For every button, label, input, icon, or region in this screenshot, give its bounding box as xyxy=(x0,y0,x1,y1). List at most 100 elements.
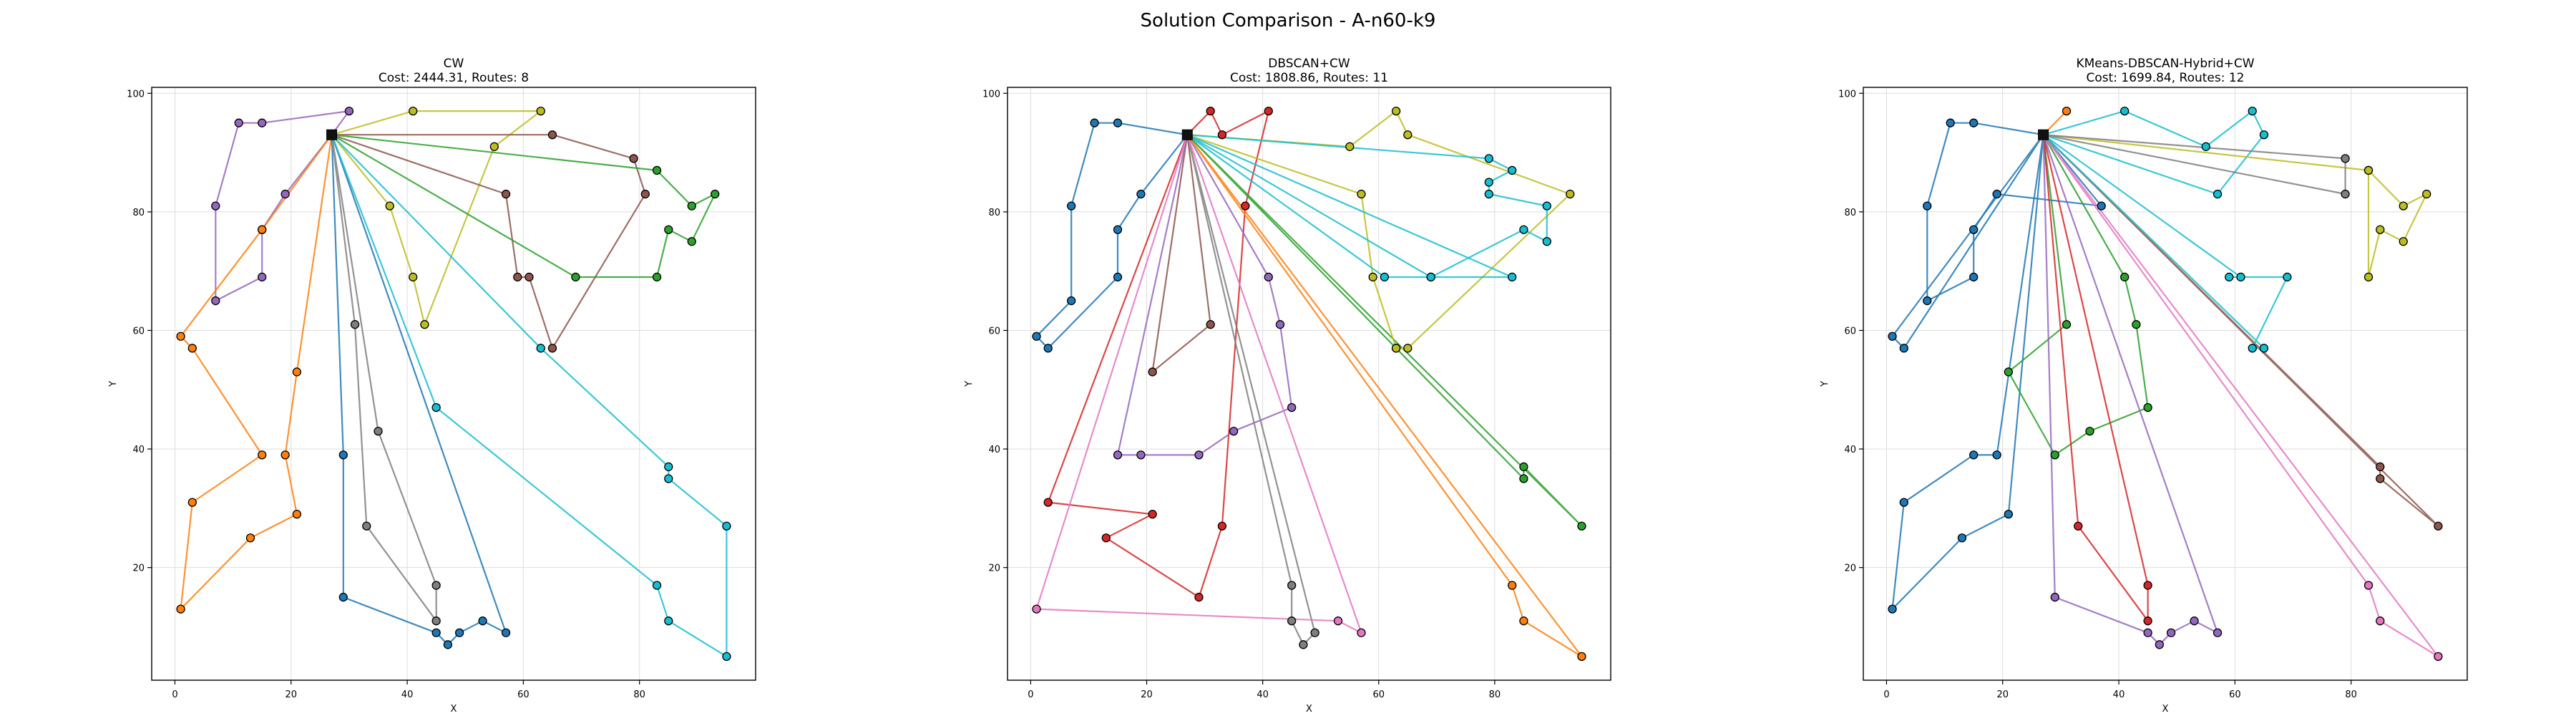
y-tick-label: 40 xyxy=(1844,445,1856,455)
x-axis-label: X xyxy=(451,704,457,715)
customer-point xyxy=(2190,616,2199,626)
y-tick-label: 100 xyxy=(982,89,1000,100)
y-tick-label: 20 xyxy=(132,563,145,574)
customer-point xyxy=(176,332,185,341)
customer-point xyxy=(2225,272,2234,282)
customer-point xyxy=(2236,272,2245,282)
x-tick-label: 40 xyxy=(2113,690,2125,700)
customer-point xyxy=(292,510,302,519)
customer-point xyxy=(1484,189,1493,199)
customer-point xyxy=(2376,462,2385,472)
customer-point xyxy=(722,521,731,531)
customer-point xyxy=(1946,118,1955,127)
chart-subtitle: Cost: 1699.84, Routes: 12 xyxy=(2087,71,2245,85)
x-tick-label: 40 xyxy=(1257,690,1269,700)
customer-point xyxy=(1577,521,1586,531)
customer-point xyxy=(1032,604,1041,614)
customer-point xyxy=(2155,640,2165,649)
customer-point xyxy=(1136,189,1146,199)
x-tick-label: 80 xyxy=(2345,690,2357,700)
customer-point xyxy=(1519,474,1528,483)
customer-point xyxy=(1403,344,1413,353)
customer-point xyxy=(443,640,453,649)
route-line-5 xyxy=(331,110,542,326)
customer-point xyxy=(652,272,662,282)
customer-point xyxy=(1391,344,1401,353)
customer-point xyxy=(1992,189,2001,199)
customer-point xyxy=(1032,332,1041,341)
customer-point xyxy=(258,450,267,460)
customer-point xyxy=(1357,189,1366,199)
customer-point xyxy=(1542,201,1551,211)
figure-title: Solution Comparison - A-n60-k9 xyxy=(1140,10,1436,32)
customer-point xyxy=(1969,225,1979,234)
customer-point xyxy=(1101,533,1111,543)
customer-point xyxy=(2363,165,2373,175)
customer-point xyxy=(2363,581,2373,590)
customer-point xyxy=(547,344,557,353)
customer-point xyxy=(1357,628,1366,637)
x-tick-label: 20 xyxy=(285,690,297,700)
customer-point xyxy=(2143,628,2152,637)
customer-point xyxy=(2434,521,2443,531)
customer-point xyxy=(1299,640,1308,649)
customer-point xyxy=(1923,201,1932,211)
customer-point xyxy=(2132,320,2141,329)
customer-point xyxy=(501,628,511,637)
customer-point xyxy=(280,189,290,199)
customer-point xyxy=(2120,106,2129,116)
y-tick-label: 60 xyxy=(132,326,145,337)
customer-point xyxy=(1969,118,1979,127)
customer-point xyxy=(501,189,511,199)
customer-point xyxy=(374,427,383,436)
customer-point xyxy=(1368,272,1377,282)
customer-point xyxy=(664,462,673,472)
y-tick-label: 100 xyxy=(127,89,145,100)
customer-point xyxy=(536,106,545,116)
customer-point xyxy=(547,130,557,140)
customer-point xyxy=(2085,427,2094,436)
customer-point xyxy=(2434,652,2443,662)
customer-point xyxy=(2341,154,2350,163)
x-tick-label: 60 xyxy=(517,690,530,700)
customer-point xyxy=(1923,296,1932,306)
plot-frame xyxy=(151,87,756,681)
customer-point xyxy=(1113,225,1123,234)
customer-point xyxy=(1519,462,1528,472)
x-tick-label: 20 xyxy=(1996,690,2009,700)
customer-point xyxy=(2166,628,2176,637)
x-tick-label: 80 xyxy=(633,690,645,700)
depot-marker xyxy=(2038,129,2049,140)
customer-point xyxy=(1229,427,1239,436)
customer-point xyxy=(1043,498,1053,507)
customer-point xyxy=(2341,189,2350,199)
x-tick-label: 60 xyxy=(2229,690,2241,700)
customer-point xyxy=(1264,106,1273,116)
customer-point xyxy=(431,581,441,590)
customer-point xyxy=(1426,272,1435,282)
customer-point xyxy=(1519,616,1528,626)
y-axis-label: Y xyxy=(964,381,975,387)
customer-point xyxy=(2376,225,2385,234)
plot-frame xyxy=(1863,87,2468,681)
customer-point xyxy=(280,450,290,460)
customer-point xyxy=(176,604,185,614)
customer-point xyxy=(2283,272,2292,282)
customer-point xyxy=(687,201,696,211)
customer-point xyxy=(1241,201,1250,211)
customer-point xyxy=(2248,106,2257,116)
customer-point xyxy=(1287,616,1297,626)
customer-point xyxy=(2050,592,2059,602)
customer-point xyxy=(489,142,499,151)
customer-point xyxy=(2422,189,2431,199)
customer-point xyxy=(1310,628,1319,637)
customer-point xyxy=(664,225,673,234)
y-tick-label: 40 xyxy=(988,445,1000,455)
customer-point xyxy=(2004,510,2014,519)
customer-point xyxy=(1969,272,1979,282)
customer-point xyxy=(2050,450,2059,460)
customer-point xyxy=(1577,652,1586,662)
customer-point xyxy=(687,237,696,246)
